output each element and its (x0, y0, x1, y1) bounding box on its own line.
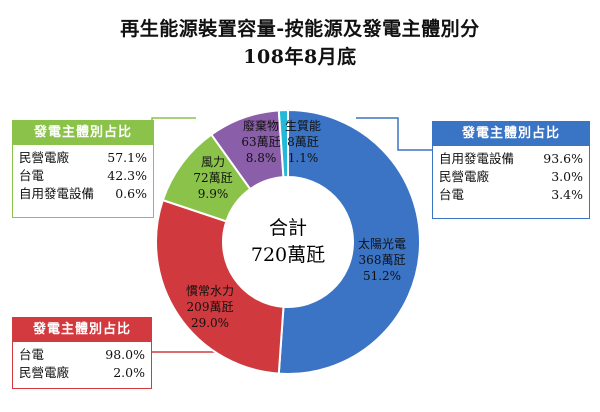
wind-breakdown-box: 發電主體別占比 民營電廠 57.1% 台電 42.3% 自用發電設備 0.6% (12, 120, 154, 218)
solar-breakdown-title: 發電主體別占比 (433, 122, 589, 146)
solar-row-taipower: 台電 3.4% (439, 186, 583, 204)
wind-row-selfuse: 自用發電設備 0.6% (19, 185, 147, 203)
row-label: 民營電廠 (19, 150, 70, 165)
row-value: 0.6% (115, 186, 147, 201)
hydro-breakdown-box: 發電主體別占比 台電 98.0% 民營電廠 2.0% (12, 317, 152, 389)
row-label: 自用發電設備 (19, 186, 95, 201)
wind-connector (151, 117, 196, 158)
row-label: 民營電廠 (439, 169, 490, 184)
slice-label-wind: 風力 72萬瓩 9.9% (193, 155, 232, 201)
wind-breakdown-title: 發電主體別占比 (13, 121, 153, 145)
center-total-label: 合計 (269, 217, 307, 239)
slice-solar (277, 108, 422, 375)
slice-label-waste: 廢棄物 63萬瓩 8.8% (241, 118, 280, 165)
slice-label-solar: 太陽光電 368萬瓩 51.2% (358, 236, 406, 283)
row-value: 98.0% (105, 347, 145, 362)
row-value: 3.4% (551, 187, 583, 202)
chart-subtitle: 108年8月底 (243, 46, 357, 68)
slice-label-hydro: 慣常水力 209萬瓩 29.0% (186, 283, 234, 330)
row-label: 自用發電設備 (439, 151, 515, 166)
hydro-breakdown-title: 發電主體別占比 (13, 318, 151, 342)
row-value: 93.6% (543, 151, 583, 166)
row-label: 台電 (19, 168, 45, 183)
row-value: 42.3% (107, 168, 147, 183)
center-total-value: 720萬瓩 (251, 244, 325, 266)
row-label: 台電 (439, 187, 465, 202)
solar-breakdown-box: 發電主體別占比 自用發電設備 93.6% 民營電廠 3.0% 台電 3.4% (432, 121, 590, 219)
solar-connector (356, 117, 432, 151)
row-label: 民營電廠 (19, 365, 70, 380)
slice-hydro (155, 198, 285, 375)
hydro-row-taipower: 台電 98.0% (19, 346, 145, 364)
chart-title: 再生能源裝置容量-按能源及發電主體別分 (120, 18, 480, 40)
row-value: 57.1% (107, 150, 147, 165)
row-label: 台電 (19, 347, 45, 362)
solar-row-private: 民營電廠 3.0% (439, 168, 583, 186)
row-value: 3.0% (551, 169, 583, 184)
wind-row-taipower: 台電 42.3% (19, 167, 147, 185)
hydro-row-private: 民營電廠 2.0% (19, 364, 145, 382)
slice-biomass (277, 108, 289, 179)
row-value: 2.0% (113, 365, 145, 380)
slice-label-biomass: 生質能 8萬瓩 1.1% (285, 118, 321, 165)
solar-row-selfuse: 自用發電設備 93.6% (439, 150, 583, 168)
wind-row-private: 民營電廠 57.1% (19, 149, 147, 167)
